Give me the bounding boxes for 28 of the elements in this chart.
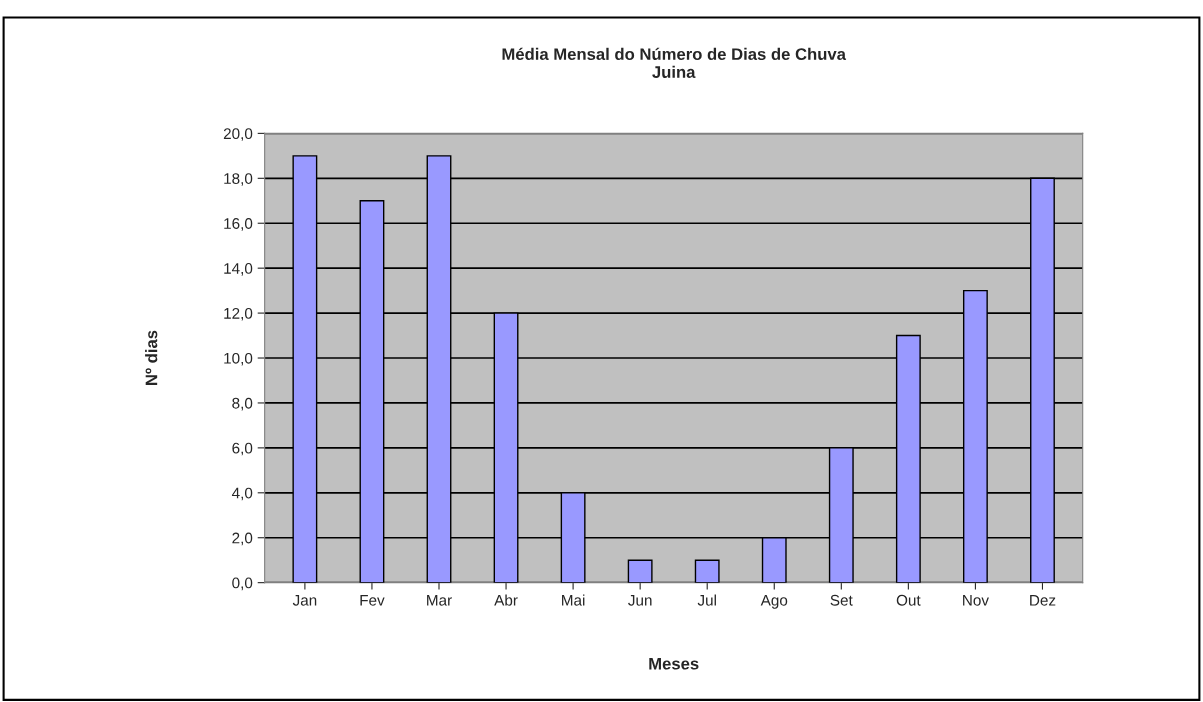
x-tick-label: Mar <box>427 595 452 606</box>
x-axis-title: Meses <box>649 657 699 670</box>
y-tick-label: 6,0 <box>232 442 253 456</box>
y-tick-label: 4,0 <box>231 487 253 501</box>
y-tick-label: 10,0 <box>224 352 253 366</box>
bar <box>694 559 720 583</box>
x-tick-label: Nov <box>963 595 989 606</box>
bar <box>627 559 653 583</box>
x-tick-label: Jul <box>697 594 716 606</box>
y-tick-label: 20,0 <box>223 128 253 141</box>
y-tick-label: 16,0 <box>224 218 253 231</box>
y-tick-label: 0,0 <box>232 577 253 591</box>
y-axis-title: Nº dias <box>145 330 158 385</box>
x-tick-label: Out <box>896 594 921 606</box>
x-tick-label: Set <box>830 594 853 606</box>
x-tick-label: Ago <box>760 595 788 609</box>
y-tick-label: 18,0 <box>224 173 253 186</box>
x-tick-label: Jan <box>292 595 317 606</box>
chart-title: Média Mensal do Número de Dias de Chuva Juina <box>502 47 847 78</box>
x-tick-label: Fev <box>360 595 385 606</box>
x-tick-label: Abr <box>494 594 518 606</box>
x-tick-label: Mai <box>562 594 585 606</box>
y-tick-label: 2,0 <box>232 532 253 546</box>
x-tick-label: Dez <box>1030 595 1056 606</box>
y-tick-label: 8,0 <box>232 397 253 411</box>
x-tick-label: Jun <box>628 595 652 606</box>
y-tick-label: 14,0 <box>224 263 253 276</box>
y-tick-label: 12,0 <box>224 307 253 321</box>
